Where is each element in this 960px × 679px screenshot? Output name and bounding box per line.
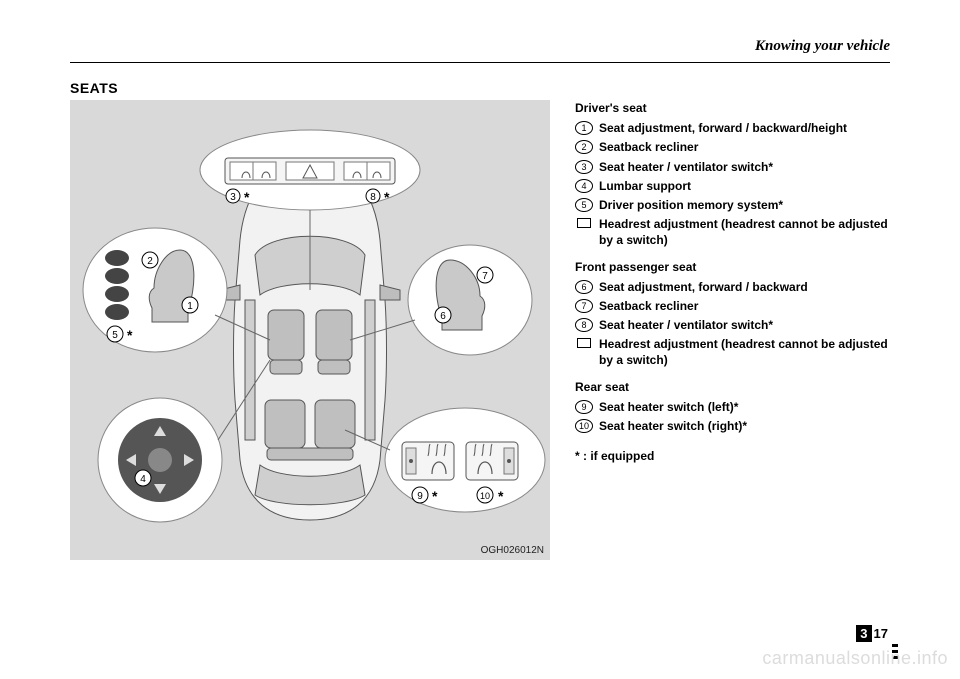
item-text: Seat adjustment, forward / backward/heig… bbox=[599, 120, 890, 136]
marker-circle: 5 bbox=[575, 198, 593, 212]
svg-text:*: * bbox=[432, 488, 438, 504]
item-text: Lumbar support bbox=[599, 178, 890, 194]
item-text: Seatback recliner bbox=[599, 298, 890, 314]
item-text: Headrest adjustment (headrest cannot be … bbox=[599, 216, 890, 248]
marker-circle: 4 bbox=[575, 179, 593, 193]
group-title-passenger: Front passenger seat bbox=[575, 259, 890, 275]
svg-text:*: * bbox=[244, 189, 250, 205]
list-item: 2 Seatback recliner bbox=[575, 139, 890, 155]
marker-square bbox=[577, 218, 591, 228]
watermark: carmanualsonline.info bbox=[762, 648, 948, 669]
marker-square bbox=[577, 338, 591, 348]
list-item: 10 Seat heater switch (right)* bbox=[575, 418, 890, 434]
item-text: Seat heater / ventilator switch* bbox=[599, 159, 890, 175]
diagram-code: OGH026012N bbox=[481, 545, 544, 556]
svg-text:2: 2 bbox=[147, 256, 153, 267]
item-text: Seat heater switch (right)* bbox=[599, 418, 890, 434]
list-item: 9 Seat heater switch (left)* bbox=[575, 399, 890, 415]
list-item: 6 Seat adjustment, forward / backward bbox=[575, 279, 890, 295]
svg-text:*: * bbox=[498, 488, 504, 504]
header-rule bbox=[70, 62, 890, 63]
text-column: Driver's seat 1 Seat adjustment, forward … bbox=[575, 100, 890, 464]
page: Knowing your vehicle SEATS bbox=[0, 0, 960, 679]
callout-top: 3 * 8 * bbox=[200, 130, 420, 290]
list-item: 8 Seat heater / ventilator switch* bbox=[575, 317, 890, 333]
marker-circle: 6 bbox=[575, 280, 593, 294]
svg-text:*: * bbox=[127, 327, 133, 343]
marker-circle: 3 bbox=[575, 160, 593, 174]
list-item: 3 Seat heater / ventilator switch* bbox=[575, 159, 890, 175]
item-text: Seat adjustment, forward / backward bbox=[599, 279, 890, 295]
chapter-number: 3 bbox=[856, 625, 871, 642]
marker-circle: 10 bbox=[575, 419, 593, 433]
seats-diagram: 3 * 8 * 2 1 bbox=[70, 100, 550, 560]
marker-circle: 9 bbox=[575, 400, 593, 414]
list-item: 5 Driver position memory system* bbox=[575, 197, 890, 213]
marker-circle: 8 bbox=[575, 318, 593, 332]
section-title: SEATS bbox=[70, 80, 118, 96]
marker-circle: 2 bbox=[575, 140, 593, 154]
list-item: 1 Seat adjustment, forward / backward/hei… bbox=[575, 120, 890, 136]
svg-text:8: 8 bbox=[370, 192, 376, 203]
svg-text:9: 9 bbox=[417, 491, 423, 502]
group-title-rear: Rear seat bbox=[575, 379, 890, 395]
marker-circle: 1 bbox=[575, 121, 593, 135]
group-title-driver: Driver's seat bbox=[575, 100, 890, 116]
svg-text:5: 5 bbox=[112, 330, 118, 341]
diagram-svg: 3 * 8 * 2 1 bbox=[70, 100, 550, 560]
list-item: Headrest adjustment (headrest cannot be … bbox=[575, 216, 890, 248]
list-item: 7 Seatback recliner bbox=[575, 298, 890, 314]
svg-text:4: 4 bbox=[140, 474, 146, 485]
item-text: Driver position memory system* bbox=[599, 197, 890, 213]
svg-text:7: 7 bbox=[482, 271, 488, 282]
footnote: * : if equipped bbox=[575, 448, 890, 464]
list-item: Headrest adjustment (headrest cannot be … bbox=[575, 336, 890, 368]
list-item: 4 Lumbar support bbox=[575, 178, 890, 194]
page-number-value: 17 bbox=[874, 626, 888, 641]
item-text: Seat heater switch (left)* bbox=[599, 399, 890, 415]
item-text: Headrest adjustment (headrest cannot be … bbox=[599, 336, 890, 368]
marker-circle: 7 bbox=[575, 299, 593, 313]
item-text: Seat heater / ventilator switch* bbox=[599, 317, 890, 333]
svg-text:1: 1 bbox=[187, 301, 193, 312]
item-text: Seatback recliner bbox=[599, 139, 890, 155]
svg-text:*: * bbox=[384, 189, 390, 205]
svg-text:10: 10 bbox=[480, 491, 490, 501]
page-number: 317 bbox=[856, 626, 888, 641]
chapter-title: Knowing your vehicle bbox=[755, 38, 890, 55]
svg-text:3: 3 bbox=[230, 192, 236, 203]
svg-text:6: 6 bbox=[440, 311, 446, 322]
